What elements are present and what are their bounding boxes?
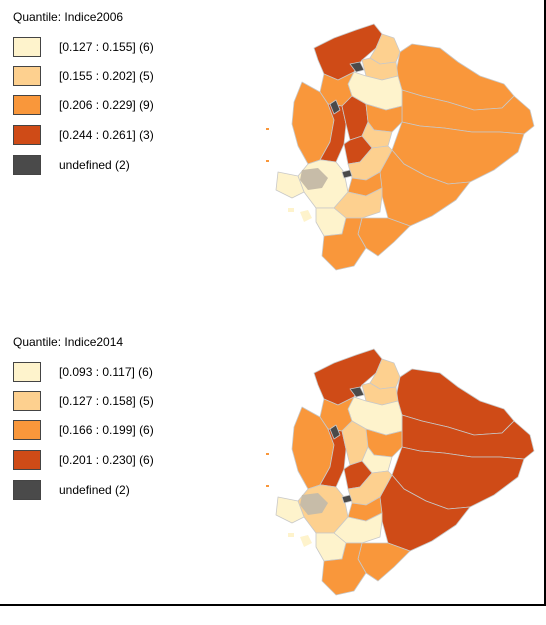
island	[288, 208, 294, 212]
legend-title: Quantile: Indice2006	[13, 10, 124, 24]
island-dot	[266, 453, 269, 455]
region-undefined-lake	[341, 494, 353, 504]
legend-swatch	[13, 66, 41, 86]
legend-swatch	[13, 95, 41, 115]
region-esmeraldas	[313, 348, 383, 406]
choropleth-map-2006	[266, 23, 535, 271]
region-undefined-zone	[329, 424, 341, 440]
island-dot	[266, 160, 269, 162]
region-undefined-zone	[329, 99, 341, 115]
region-esmeraldas	[313, 23, 383, 81]
region-loja	[321, 217, 367, 271]
legend-swatch	[13, 450, 41, 470]
legend-label: [0.155 : 0.202] (5)	[59, 69, 154, 83]
region-zamora	[357, 217, 411, 257]
legend-swatch	[13, 480, 41, 500]
region-guayaquil-gray	[300, 168, 328, 190]
map-panel-2014: Quantile: Indice2014 [0.093 : 0.117] (6)…	[0, 325, 546, 625]
region-santa-elena	[275, 171, 305, 199]
legend-label: [0.127 : 0.158] (5)	[59, 394, 154, 408]
legend-swatch	[13, 155, 41, 175]
legend-label: [0.166 : 0.199] (6)	[59, 423, 154, 437]
region-loja	[321, 542, 367, 596]
legend-label: undefined (2)	[59, 483, 130, 497]
choropleth-map-2014	[266, 348, 535, 596]
legend-swatch	[13, 125, 41, 145]
region-santa-elena	[275, 496, 305, 524]
region-undefined-north	[349, 386, 365, 398]
region-zamora	[357, 542, 411, 582]
legend-swatch	[13, 391, 41, 411]
legend-swatch	[13, 362, 41, 382]
legend-label: [0.244 : 0.261] (3)	[59, 128, 154, 142]
region-guayaquil-gray	[300, 493, 328, 515]
legend-label: [0.206 : 0.229] (9)	[59, 98, 154, 112]
region-undefined-lake	[341, 169, 353, 179]
figure-frame	[0, 0, 546, 606]
legend-swatch	[13, 420, 41, 440]
island-dot	[266, 485, 269, 487]
legend-swatch	[13, 37, 41, 57]
island	[300, 210, 312, 222]
legend-title: Quantile: Indice2014	[13, 335, 124, 349]
island-dot	[266, 128, 269, 130]
island	[300, 535, 312, 547]
legend-label: [0.127 : 0.155] (6)	[59, 40, 154, 54]
island	[288, 533, 294, 537]
region-undefined-north	[349, 61, 365, 73]
legend-label: [0.201 : 0.230] (6)	[59, 453, 154, 467]
legend-label: [0.093 : 0.117] (6)	[59, 365, 153, 379]
legend-label: undefined (2)	[59, 158, 130, 172]
map-panel-2006: Quantile: Indice2006 [0.127 : 0.155] (6)…	[0, 0, 546, 300]
